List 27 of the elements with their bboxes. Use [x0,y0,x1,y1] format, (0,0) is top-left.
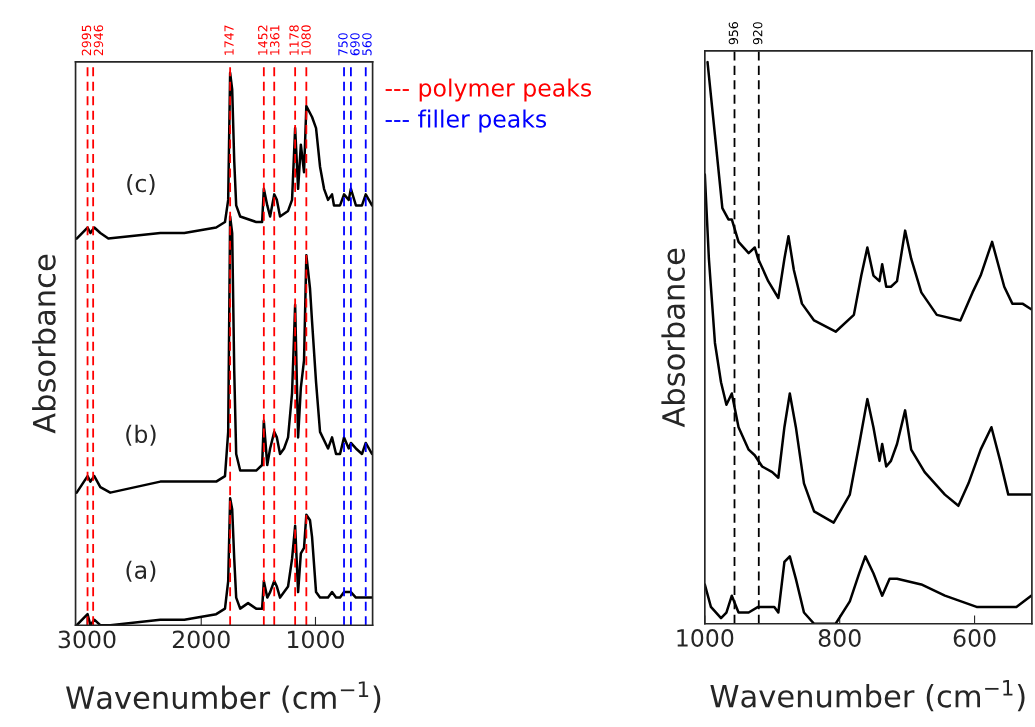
ref-line-label: 956 [728,22,739,45]
x-tick-label: 2000 [172,630,230,649]
ref-line-label: 2995 [81,25,92,56]
ref-line-label: 2946 [93,25,104,56]
ref-line-label: 560 [362,33,372,56]
x-tick-label: 600 [953,629,996,647]
ref-line-label: 920 [752,22,763,45]
series-label: (a) [126,560,156,582]
x-tick-label: 1000 [288,630,344,649]
series-label: (b) [126,424,156,446]
x-tick-label: 3000 [58,630,116,649]
x-axis-title: Wavenumber (cm$^{−1}$) [710,679,1025,712]
ref-line-label: 1178 [289,25,299,55]
x-axis-title: Wavenumber (cm$^{−1}$) [66,681,381,713]
ref-line-label: 1452 [258,25,268,55]
ref-line-label: 750 [338,33,348,56]
y-axis-title: Absorbance [32,254,56,434]
x-tick-label: 800 [818,629,861,647]
ref-line-label: 690 [350,33,360,56]
x-tick-label: 1000 [677,629,734,647]
text: --- polymer peaks [385,78,592,102]
ref-line-label: 1747 [224,25,234,55]
ref-line-label: 1080 [301,25,311,55]
text: --- filler peaks [385,109,547,133]
ref-line-label: 1361 [270,25,280,55]
y-axis-title: Absorbance [661,248,686,428]
series-label: (c) [127,173,155,196]
